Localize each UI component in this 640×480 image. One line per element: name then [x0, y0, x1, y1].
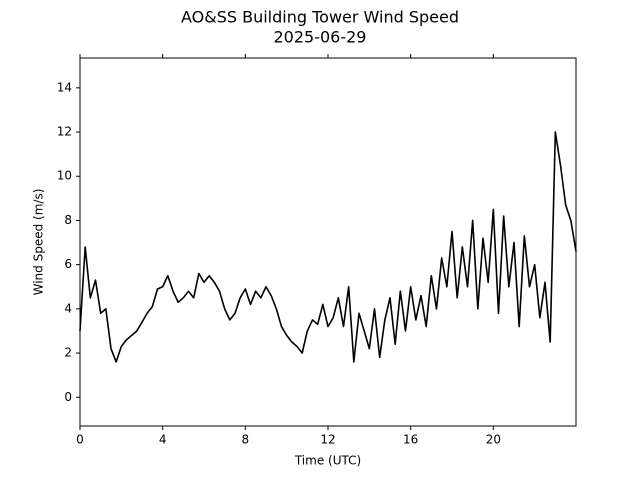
y-tick-label: 14	[57, 80, 72, 94]
y-tick-label: 8	[64, 213, 72, 227]
y-axis-label: Wind Speed (m/s)	[32, 189, 46, 296]
wind-speed-line	[79, 131, 577, 363]
chart-subtitle: 2025-06-29	[274, 28, 367, 47]
x-tick-label: 0	[76, 433, 84, 447]
y-tick-label: 4	[64, 301, 72, 315]
x-axis-label: Time (UTC)	[294, 454, 361, 468]
x-tick-label: 16	[403, 433, 418, 447]
y-tick-label: 12	[57, 125, 72, 139]
y-tick-label: 0	[64, 390, 72, 404]
y-tick-label: 10	[57, 169, 72, 183]
x-tick-label: 12	[320, 433, 335, 447]
y-tick-label: 6	[64, 257, 72, 271]
y-tick-label: 2	[64, 346, 72, 360]
x-tick-label: 4	[159, 433, 167, 447]
x-tick-label: 8	[242, 433, 250, 447]
x-tick-label: 20	[486, 433, 501, 447]
chart-title: AO&SS Building Tower Wind Speed	[181, 8, 459, 27]
